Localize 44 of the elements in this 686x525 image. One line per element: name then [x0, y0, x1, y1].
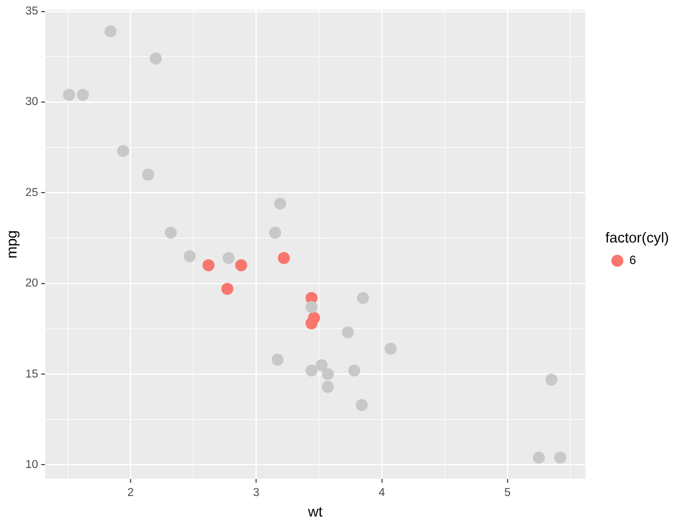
y-tick-label: 25	[25, 186, 38, 199]
point	[202, 259, 214, 272]
point	[306, 317, 318, 330]
y-tick-label: 20	[25, 278, 38, 290]
y-tick-label: 35	[25, 6, 38, 18]
point	[221, 282, 234, 295]
point	[235, 259, 248, 272]
point	[322, 380, 334, 393]
x-tick-label: 2	[127, 486, 134, 499]
y-tick-label: 15	[25, 368, 38, 380]
x-tick-label: 3	[253, 486, 260, 499]
point	[532, 452, 545, 464]
point	[76, 88, 89, 101]
point	[357, 292, 370, 304]
point	[306, 301, 318, 314]
point	[150, 52, 162, 65]
point	[348, 364, 360, 377]
point	[384, 342, 397, 355]
point	[222, 252, 235, 264]
point	[164, 226, 177, 239]
point	[545, 374, 558, 386]
point	[342, 326, 354, 338]
point	[278, 252, 290, 264]
point	[117, 145, 130, 158]
legend-label: 6	[629, 253, 636, 268]
legend-title: factor(cyl)	[605, 230, 670, 247]
point	[322, 368, 334, 380]
y-axis-title: mpg	[4, 230, 21, 258]
point	[104, 25, 117, 38]
point	[63, 88, 76, 101]
point	[274, 198, 286, 210]
x-tick-label: 5	[504, 486, 511, 499]
point	[184, 250, 196, 262]
x-tick-label: 4	[378, 486, 386, 499]
point	[316, 359, 328, 372]
point	[306, 364, 318, 377]
point	[356, 398, 368, 411]
point	[554, 452, 566, 464]
point	[269, 226, 282, 239]
y-tick-label: 30	[25, 96, 38, 108]
y-tick-label: 10	[25, 459, 38, 472]
point	[142, 168, 154, 181]
x-axis-title: wt	[307, 504, 323, 520]
point	[272, 354, 284, 366]
